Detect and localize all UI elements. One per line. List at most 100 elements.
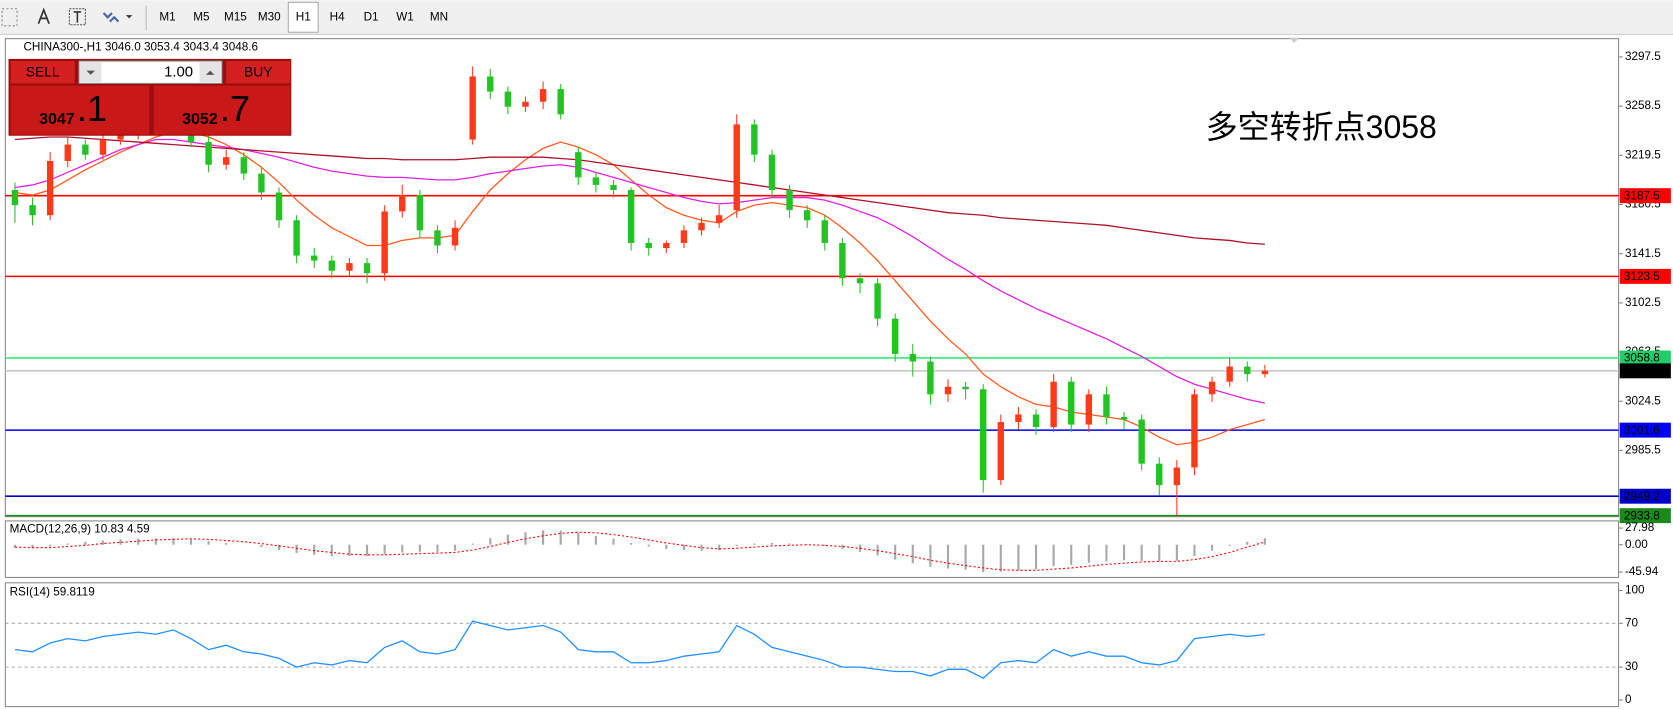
timeframe-button[interactable]: W1 [396,10,414,23]
y-tick-label: 3102.5 [1625,296,1661,309]
indicator-title: RSI(14) 59.8119 [10,585,95,598]
toolbar [0,0,1673,35]
label-icon-t [73,11,82,23]
level-label-bg [1619,363,1671,379]
candle-body [82,144,89,155]
crosshair-icon[interactable] [1,8,18,27]
candle-body [99,139,107,155]
candle-body [434,230,441,246]
candle-body [311,255,318,261]
level-label: 3187.5 [1624,189,1660,202]
timeframe-button[interactable]: M15 [224,10,247,23]
candle-body [1032,414,1040,428]
candle-body [487,76,494,92]
y-tick-label: -45.94 [1625,565,1659,578]
timeframe-button[interactable]: M5 [193,10,210,23]
toolbar-icons [1,5,147,31]
candle-body [645,242,652,249]
rsi-line [14,620,1265,679]
candle-body [997,422,1005,481]
candle-body [768,154,776,190]
level-label-bg [1619,188,1671,204]
candle-body [522,101,529,107]
text-icon[interactable] [37,7,50,25]
timeframe-button[interactable]: MN [430,10,448,23]
candle-body [469,76,476,140]
candle-body [240,157,248,174]
buy-price-main: 3052 [182,111,218,128]
level-label: 2933.8 [1624,509,1660,522]
candle-body [1103,394,1110,418]
y-tick-label: 100 [1625,584,1645,597]
moving-average [14,138,1266,404]
timeframe-button[interactable]: H4 [330,10,345,23]
active-timeframe [287,1,319,33]
candle-body [117,134,124,140]
candle-body [751,124,758,155]
candle-body [1050,381,1057,428]
candle-body [980,389,987,481]
candle-body [275,192,283,221]
candle-body [46,160,54,216]
candle-body [592,177,600,185]
sell-label: SELL [26,63,60,79]
y-tick-label: 27.98 [1625,521,1655,534]
sell-price-box[interactable] [10,85,150,135]
level-label: 2949.2 [1624,490,1660,503]
macd-signal [14,531,1266,571]
chart-title: CHINA300-,H1 3046.0 3053.4 3043.4 3048.6 [23,40,258,53]
buy-button[interactable] [226,61,291,84]
arrows-icon[interactable] [102,12,120,23]
label-icon[interactable] [68,8,86,26]
timeframe-button[interactable]: H1 [296,10,311,23]
candle-body [1208,381,1216,395]
y-tick-label: 0.00 [1625,538,1648,551]
candle-body [839,242,846,279]
candle-body [328,260,336,271]
candle-body [663,242,670,249]
candle-body [293,220,300,256]
candle-body [381,211,388,274]
candle-body [504,91,512,107]
trade-panel: SELL BUY 1.00 3047.1 3052.7 [8,58,292,136]
buy-label: BUY [244,63,273,79]
candle-body [786,189,793,211]
timeframe-button[interactable]: M1 [159,10,175,23]
candle-body [222,157,230,165]
buy-price-box[interactable] [153,85,291,135]
timeframe-button[interactable]: M30 [258,10,281,23]
candle-body [1015,414,1022,423]
level-label: 3048.6 [1624,364,1660,377]
candle-body [1156,463,1163,486]
candle-body [346,263,353,271]
y-tick-label: 3024.5 [1625,394,1661,407]
sell-button[interactable] [10,61,75,84]
rsi-panel-frame [4,582,1620,708]
level-label: 3058.8 [1624,352,1660,365]
candle-body [1085,394,1093,425]
candle-body [557,89,564,115]
dropdown-arrow[interactable] [125,15,133,19]
volume-input[interactable]: 1.00 [164,64,193,81]
candle-body [64,144,71,161]
y-tick-label: 0 [1625,693,1632,706]
annotation: 多空转折点3058 [1206,109,1437,145]
indicator-title: MACD(12,26,9) 10.83 4.59 [10,523,150,536]
timeframe-button[interactable]: D1 [364,10,379,23]
candle-body [1068,381,1075,425]
candle-body [1244,366,1251,375]
candle-body [416,195,424,231]
candle-body [927,361,934,395]
candle-body [803,210,811,221]
candle-body [11,189,19,206]
candle-body [451,227,459,246]
y-tick-label: 2985.5 [1625,444,1661,457]
volume-spinner [78,60,223,84]
candle-body [909,353,916,362]
candle-body [821,220,828,243]
candle-body [874,283,881,319]
buy-price-frac: .7 [220,88,250,129]
candle-body [575,152,582,178]
candle-body [258,173,265,193]
